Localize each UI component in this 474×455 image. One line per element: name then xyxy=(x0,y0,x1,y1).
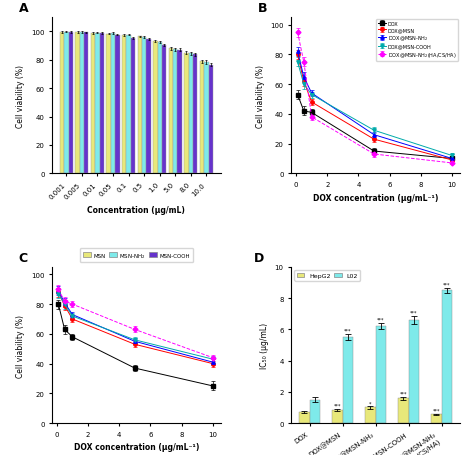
Bar xyxy=(111,34,115,174)
Legend: MSN, MSN-NH$_2$, MSN-COOH: MSN, MSN-NH$_2$, MSN-COOH xyxy=(80,248,193,263)
Bar xyxy=(137,37,142,174)
Bar xyxy=(127,35,131,174)
Bar xyxy=(173,50,177,174)
Text: ***: *** xyxy=(443,282,451,287)
Bar xyxy=(142,38,146,174)
X-axis label: DOX concentration (μg/mL⁻¹): DOX concentration (μg/mL⁻¹) xyxy=(313,193,438,202)
Bar xyxy=(115,35,119,174)
Bar xyxy=(84,33,89,174)
Bar xyxy=(409,320,419,423)
Bar xyxy=(131,39,135,174)
Bar xyxy=(60,33,64,174)
Text: ***: *** xyxy=(433,407,440,412)
Bar xyxy=(200,62,204,174)
Bar xyxy=(100,34,104,174)
Y-axis label: Cell viability (%): Cell viability (%) xyxy=(17,314,26,377)
Bar xyxy=(398,398,409,423)
Bar xyxy=(64,33,69,174)
Bar xyxy=(365,408,375,423)
Bar xyxy=(146,40,151,174)
Bar xyxy=(95,34,100,174)
Bar xyxy=(310,400,320,423)
Text: D: D xyxy=(254,251,264,264)
Text: ***: *** xyxy=(377,317,384,322)
Bar xyxy=(299,412,310,423)
Bar xyxy=(442,291,452,423)
Bar xyxy=(431,415,442,423)
Text: *: * xyxy=(369,400,372,405)
Text: ***: *** xyxy=(334,403,341,408)
Bar xyxy=(153,42,157,174)
Bar xyxy=(189,54,193,174)
Bar xyxy=(157,43,162,174)
Bar xyxy=(209,66,213,174)
Text: ***: *** xyxy=(344,328,352,333)
X-axis label: DOX concentration (μg/mL⁻¹): DOX concentration (μg/mL⁻¹) xyxy=(73,442,199,451)
Bar xyxy=(177,51,182,174)
Text: B: B xyxy=(258,2,267,15)
Bar xyxy=(193,55,197,174)
Y-axis label: Cell viability (%): Cell viability (%) xyxy=(17,65,26,127)
Bar xyxy=(91,34,95,174)
Bar xyxy=(75,33,80,174)
Text: ***: *** xyxy=(410,309,418,314)
Legend: DOX, DOX@MSN, DOX@MSN-NH$_2$, DOX@MSN-COOH, DOX@MSN-NH$_2$(HA/CS/HA): DOX, DOX@MSN, DOX@MSN-NH$_2$, DOX@MSN-CO… xyxy=(376,20,458,61)
Text: ***: *** xyxy=(400,390,407,395)
Legend: HepG2, L02: HepG2, L02 xyxy=(294,271,360,281)
Bar xyxy=(162,46,166,174)
Y-axis label: Cell viability (%): Cell viability (%) xyxy=(255,65,264,127)
Text: A: A xyxy=(18,2,28,15)
Bar xyxy=(80,33,84,174)
Bar xyxy=(169,49,173,174)
Bar xyxy=(343,338,353,423)
Bar xyxy=(332,410,343,423)
Bar xyxy=(69,33,73,174)
X-axis label: Concentration (μg/mL): Concentration (μg/mL) xyxy=(87,206,185,215)
Y-axis label: IC₅₀ (μg/mL): IC₅₀ (μg/mL) xyxy=(260,322,269,368)
Bar xyxy=(122,36,127,174)
Bar xyxy=(204,63,209,174)
Text: C: C xyxy=(18,251,27,264)
Bar xyxy=(375,327,386,423)
Bar xyxy=(184,54,189,174)
Bar xyxy=(107,35,111,174)
